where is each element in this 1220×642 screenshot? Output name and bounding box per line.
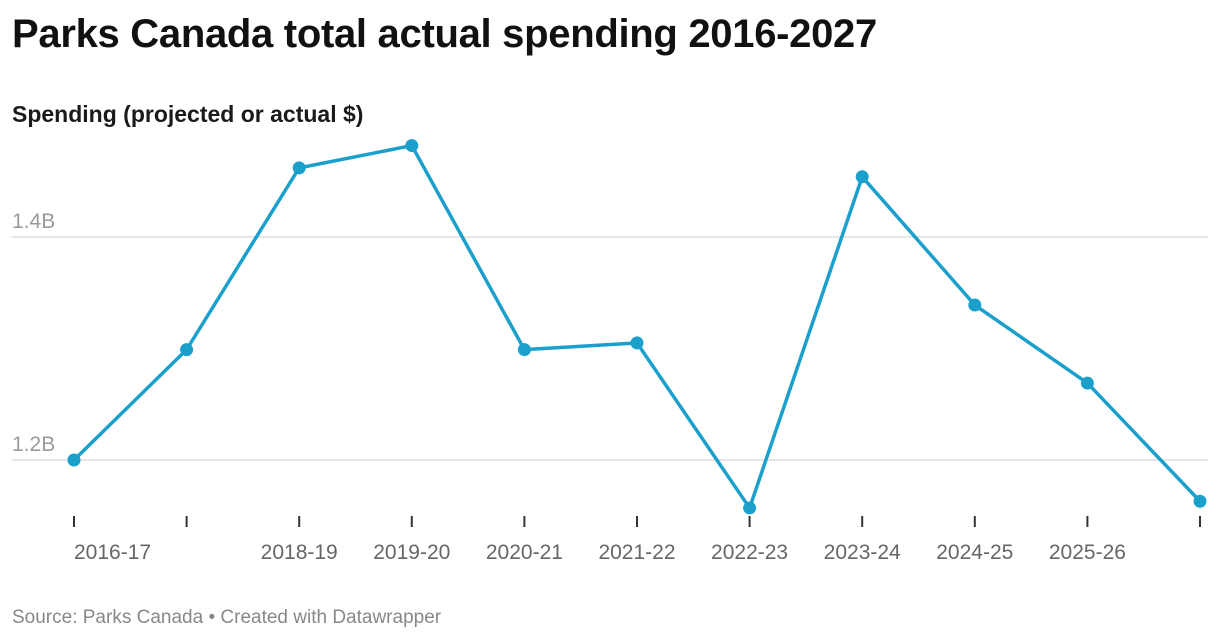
data-point [1080,376,1094,390]
x-tick-label: 2021-22 [598,541,675,564]
footer-separator: • [208,607,216,628]
series-line [72,143,1202,510]
series-group [67,139,1207,515]
x-tick-label: 2025-26 [1049,541,1126,564]
y-axis-ticks: 1.2B 1.4B [12,210,55,456]
data-point [67,453,81,467]
x-tick-label: 2018-19 [261,541,338,564]
x-tick-label: 2023-24 [824,541,901,564]
x-tick-label: 2022-23 [711,541,788,564]
data-point [517,343,531,357]
data-point [292,161,306,175]
x-tick-label: 2024-25 [936,541,1013,564]
x-axis: 2016-17 2018-19 2019-20 2020-21 2021-22 2022-… [73,516,1201,564]
data-point [180,343,194,357]
x-tick-label: 2019-20 [373,541,450,564]
data-point [405,139,419,153]
data-point [968,298,982,312]
y-axis-label: Spending (projected or actual $) [12,101,364,127]
y-tick-label: 1.4B [12,210,55,233]
data-point [855,170,869,184]
x-tick-label: 2016-17 [74,541,151,564]
credit-text: Created with Datawrapper [220,607,442,628]
y-tick-label: 1.2B [12,433,55,456]
gridlines [12,236,1208,461]
source-text: Source: Parks Canada [12,607,204,628]
x-tick-label: 2020-21 [486,541,563,564]
footer: Source: Parks Canada • Created with Data… [12,607,441,629]
data-point [630,336,644,350]
data-point [1193,494,1207,508]
chart-title: Parks Canada total actual spending 2016-… [12,12,877,56]
data-point [743,501,757,515]
